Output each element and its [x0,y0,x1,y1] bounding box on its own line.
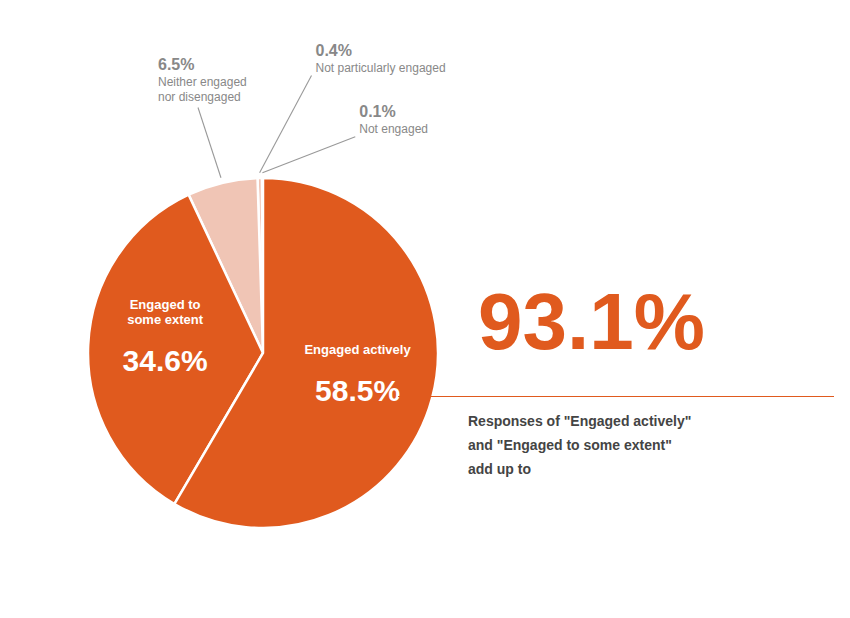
svg-text:some extent: some extent [127,312,204,327]
svg-text:Not engaged: Not engaged [359,122,428,136]
svg-text:Engaged to: Engaged to [130,297,201,312]
html-text:and "Engaged to some extent": and "Engaged to some extent" [468,437,672,453]
svg-text:Not particularly engaged: Not particularly engaged [316,61,446,75]
svg-text:0.1%: 0.1% [359,103,395,120]
html-text:93.1%: 93.1% [478,277,705,366]
svg-text:0.4%: 0.4% [316,42,352,59]
svg-text:6.5%: 6.5% [158,56,194,73]
svg-text:Engaged actively: Engaged actively [304,342,411,357]
svg-text:58.5%: 58.5% [315,374,400,407]
svg-text:Neither engaged: Neither engaged [158,75,247,89]
html-text:add up to: add up to [468,461,531,477]
svg-text:34.6%: 34.6% [123,344,208,377]
html-text:Responses of "Engaged actively: Responses of "Engaged actively" [468,413,692,429]
svg-text:nor disengaged: nor disengaged [158,90,241,104]
